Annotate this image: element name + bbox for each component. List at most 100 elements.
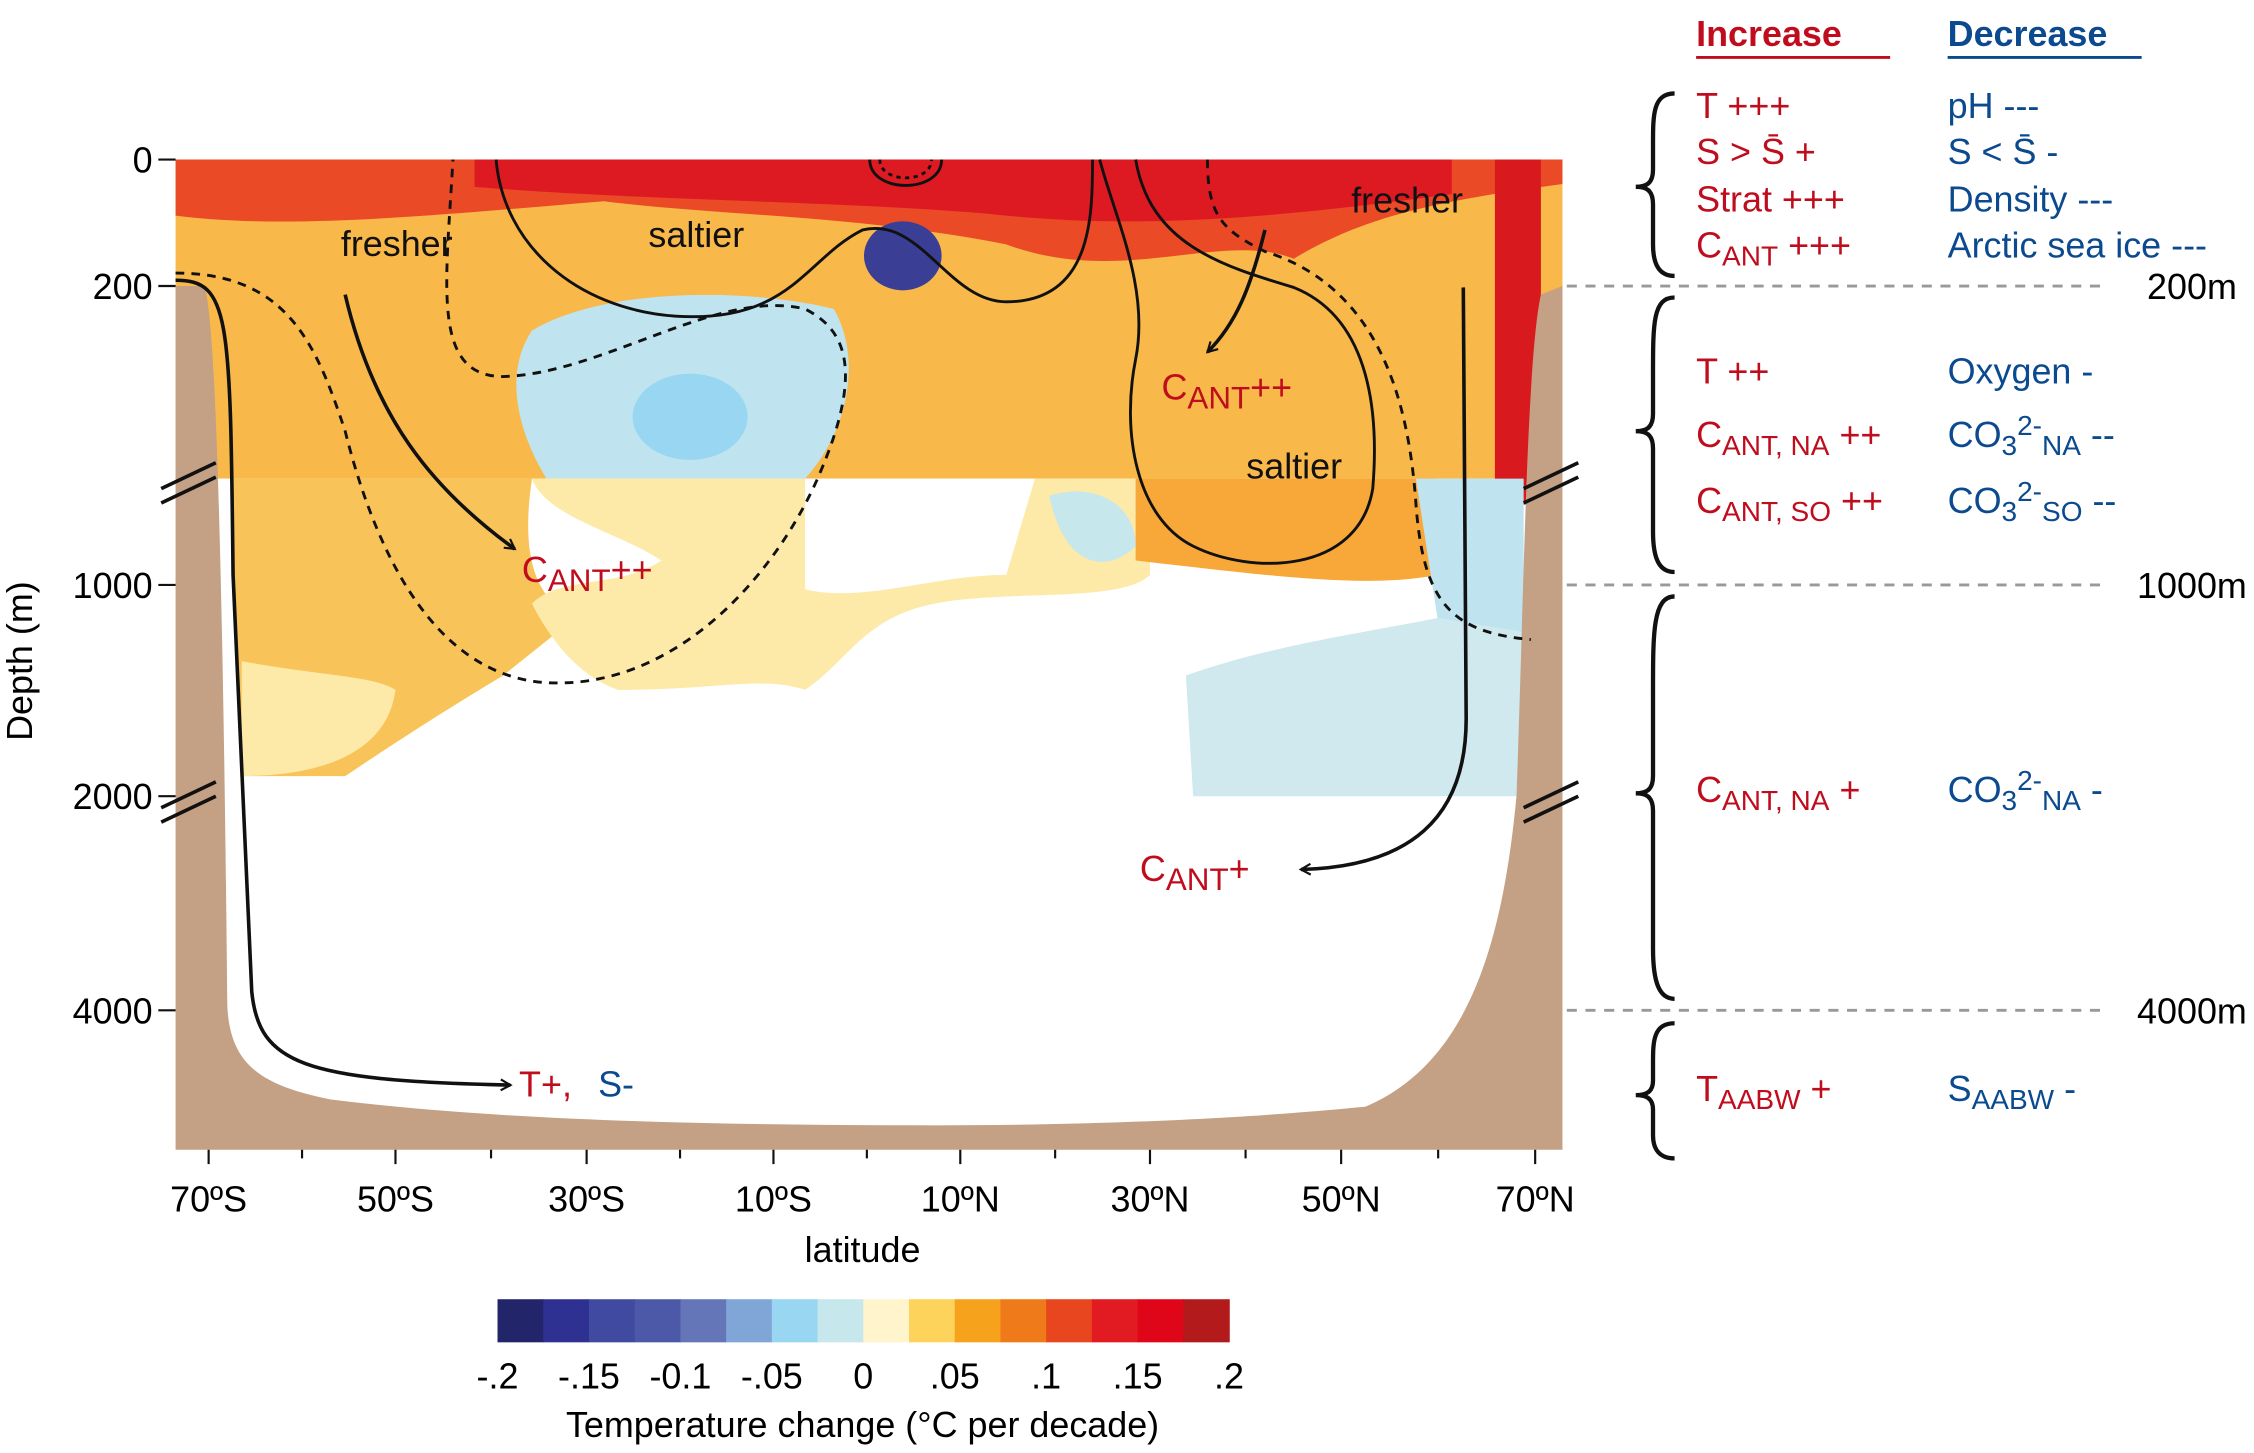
text-segment: Arctic sea ice ---	[1948, 224, 2207, 265]
text-segment: CO	[1948, 769, 2002, 810]
x-tick-label: 50ºS	[357, 1179, 434, 1220]
annotation: CANT++	[1161, 367, 1292, 416]
text-segment: T +++	[1696, 85, 1790, 126]
x-tick-label: 10ºN	[921, 1179, 1000, 1220]
colorbar-cell	[588, 1299, 636, 1343]
increase-item: CANT, SO ++	[1696, 480, 1883, 527]
increase-item: T ++	[1696, 351, 1769, 392]
text-segment: +++	[1778, 224, 1851, 265]
colorbar-cell	[543, 1299, 590, 1343]
colorbar-cell	[863, 1299, 910, 1343]
depth-marker: 4000m	[2137, 990, 2247, 1031]
y-axis-label: Depth (m)	[0, 581, 40, 741]
text-segment: --	[2082, 480, 2116, 521]
text-segment: ANT, SO	[1722, 496, 1831, 527]
text-segment: 2-	[2017, 765, 2042, 796]
increase-item: CANT +++	[1696, 224, 1851, 271]
text-segment: Oxygen -	[1948, 351, 2094, 392]
text-segment: CO	[1948, 480, 2002, 521]
depth-marker: 1000m	[2137, 565, 2247, 606]
colorbar-label: -.15	[558, 1355, 620, 1396]
depth-dividers	[1566, 284, 2106, 1012]
text-segment: +	[1801, 1068, 1832, 1109]
text-segment: Strat +++	[1696, 178, 1845, 219]
text-segment: ANT	[1722, 240, 1778, 271]
annotation: saltier	[648, 214, 744, 255]
text-segment: 2-	[2017, 476, 2042, 507]
decrease-item: CO32-NA -	[1948, 765, 2103, 816]
colorbar-label: .2	[1214, 1355, 1244, 1396]
text-segment: Density ---	[1948, 178, 2114, 219]
decrease-header: Decrease	[1948, 13, 2108, 54]
text-segment: fresher	[341, 223, 453, 264]
decrease-item: CO32-NA --	[1948, 410, 2115, 461]
annotation: S-	[598, 1064, 634, 1105]
text-segment: pH ---	[1948, 85, 2040, 126]
temperature-field	[175, 159, 1563, 797]
decrease-item: Oxygen -	[1948, 351, 2094, 392]
decrease-item: Density ---	[1948, 178, 2114, 219]
increase-item: CANT, NA ++	[1696, 414, 1881, 461]
text-segment: --	[2081, 414, 2115, 455]
colorbar-cell	[634, 1299, 682, 1343]
colorbar-cell	[1046, 1299, 1093, 1343]
text-segment: ANT	[1187, 380, 1250, 415]
text-segment: C	[1696, 414, 1722, 455]
text-segment: saltier	[648, 214, 744, 255]
increase-item: CANT, NA +	[1696, 769, 1860, 816]
decrease-item: CO32-SO --	[1948, 476, 2117, 527]
decrease-item: SAABW -	[1948, 1068, 2076, 1115]
text-segment: S	[1948, 1068, 1972, 1109]
colorbar-cell	[954, 1299, 1002, 1343]
colorbar-cell	[771, 1299, 819, 1343]
increase-item: TAABW +	[1696, 1068, 1831, 1115]
text-segment: C	[1696, 480, 1722, 521]
decrease-item: Arctic sea ice ---	[1948, 224, 2207, 265]
text-segment: C	[522, 549, 548, 590]
colorbar-cell	[1091, 1299, 1139, 1343]
colorbar-cell	[908, 1299, 956, 1343]
contours	[175, 159, 1531, 685]
text-segment: saltier	[1246, 446, 1342, 487]
text-segment: NA	[2042, 430, 2081, 461]
text-segment: T ++	[1696, 351, 1769, 392]
annotation: CANT++	[522, 549, 653, 598]
annotation: T+,	[519, 1064, 572, 1105]
x-axis-label: latitude	[805, 1229, 921, 1270]
text-segment: ANT	[548, 563, 611, 598]
text-segment: 3	[2001, 785, 2017, 816]
colorbar-cell	[1137, 1299, 1185, 1343]
text-segment: ++	[1829, 414, 1881, 455]
text-segment: T+,	[519, 1064, 572, 1105]
colorbar-label: -.05	[741, 1355, 803, 1396]
y-tick-label: 200	[93, 266, 153, 307]
text-segment: C	[1161, 367, 1187, 408]
increase-header: Increase	[1696, 13, 1842, 54]
text-segment: fresher	[1351, 180, 1463, 221]
text-segment: C	[1140, 848, 1166, 889]
colorbar-label: -0.1	[649, 1355, 711, 1396]
colorbar-cell	[1000, 1299, 1047, 1343]
axis-lines	[158, 158, 1580, 1012]
text-segment: AABW	[1972, 1084, 2055, 1115]
decrease-item: S < S̄ -	[1948, 131, 2059, 172]
text-segment: S-	[598, 1064, 634, 1105]
colorbar-label: -.2	[477, 1355, 519, 1396]
text-segment: ++	[1250, 367, 1292, 408]
braces	[1635, 91, 1675, 1161]
text-segment: +	[1229, 848, 1250, 889]
text-segment: S < S̄ -	[1948, 131, 2059, 172]
colorbar-cell	[1183, 1299, 1230, 1343]
x-tick-label: 70ºN	[1496, 1179, 1575, 1220]
increase-item: S > S̄ +	[1696, 131, 1816, 172]
flow-arrows	[175, 229, 1468, 1085]
y-tick-label: 2000	[73, 776, 153, 817]
x-tick-label: 50ºN	[1302, 1179, 1381, 1220]
text-segment: ANT	[1166, 862, 1229, 897]
text-segment: 2-	[2017, 410, 2042, 441]
colorbar-label: .1	[1031, 1355, 1061, 1396]
increase-item: T +++	[1696, 85, 1790, 126]
y-tick-label: 4000	[73, 990, 153, 1031]
colorbar-label: .15	[1113, 1355, 1163, 1396]
